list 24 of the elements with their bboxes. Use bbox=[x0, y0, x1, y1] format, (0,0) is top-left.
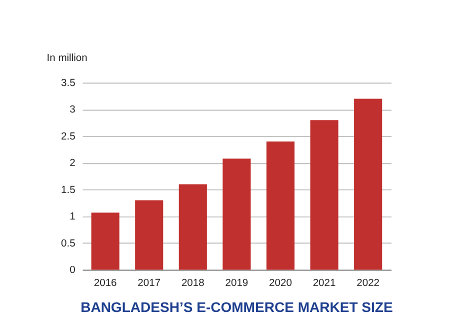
y-tick-label: 2 bbox=[70, 158, 76, 170]
x-tick-label: 2018 bbox=[181, 278, 205, 290]
bar bbox=[354, 98, 382, 270]
y-tick-label: 0.5 bbox=[61, 238, 76, 250]
y-tick-label: 0 bbox=[70, 265, 76, 276]
bar bbox=[91, 212, 120, 270]
y-tick-label: 3.5 bbox=[61, 78, 76, 89]
y-tick-label: 1.5 bbox=[61, 184, 76, 196]
x-tick-label: 2016 bbox=[94, 278, 118, 290]
y-tick-label: 3 bbox=[70, 104, 76, 116]
bar bbox=[178, 184, 207, 270]
x-tick-label: 2021 bbox=[312, 278, 336, 290]
x-tick-label: 2022 bbox=[356, 278, 380, 290]
x-tick-label: 2017 bbox=[138, 278, 161, 290]
bar bbox=[310, 120, 338, 270]
y-tick-label: 1 bbox=[70, 212, 76, 223]
x-tick-label: 2019 bbox=[225, 278, 248, 290]
bar bbox=[222, 158, 251, 270]
text: In million bbox=[46, 53, 88, 64]
bar bbox=[266, 141, 295, 270]
y-tick-label: 2.5 bbox=[61, 131, 76, 142]
x-tick-label: 2020 bbox=[269, 278, 292, 290]
text: BANGLADESH’S E-COMMERCE MARKET SIZE bbox=[80, 298, 393, 315]
bar bbox=[135, 200, 164, 270]
